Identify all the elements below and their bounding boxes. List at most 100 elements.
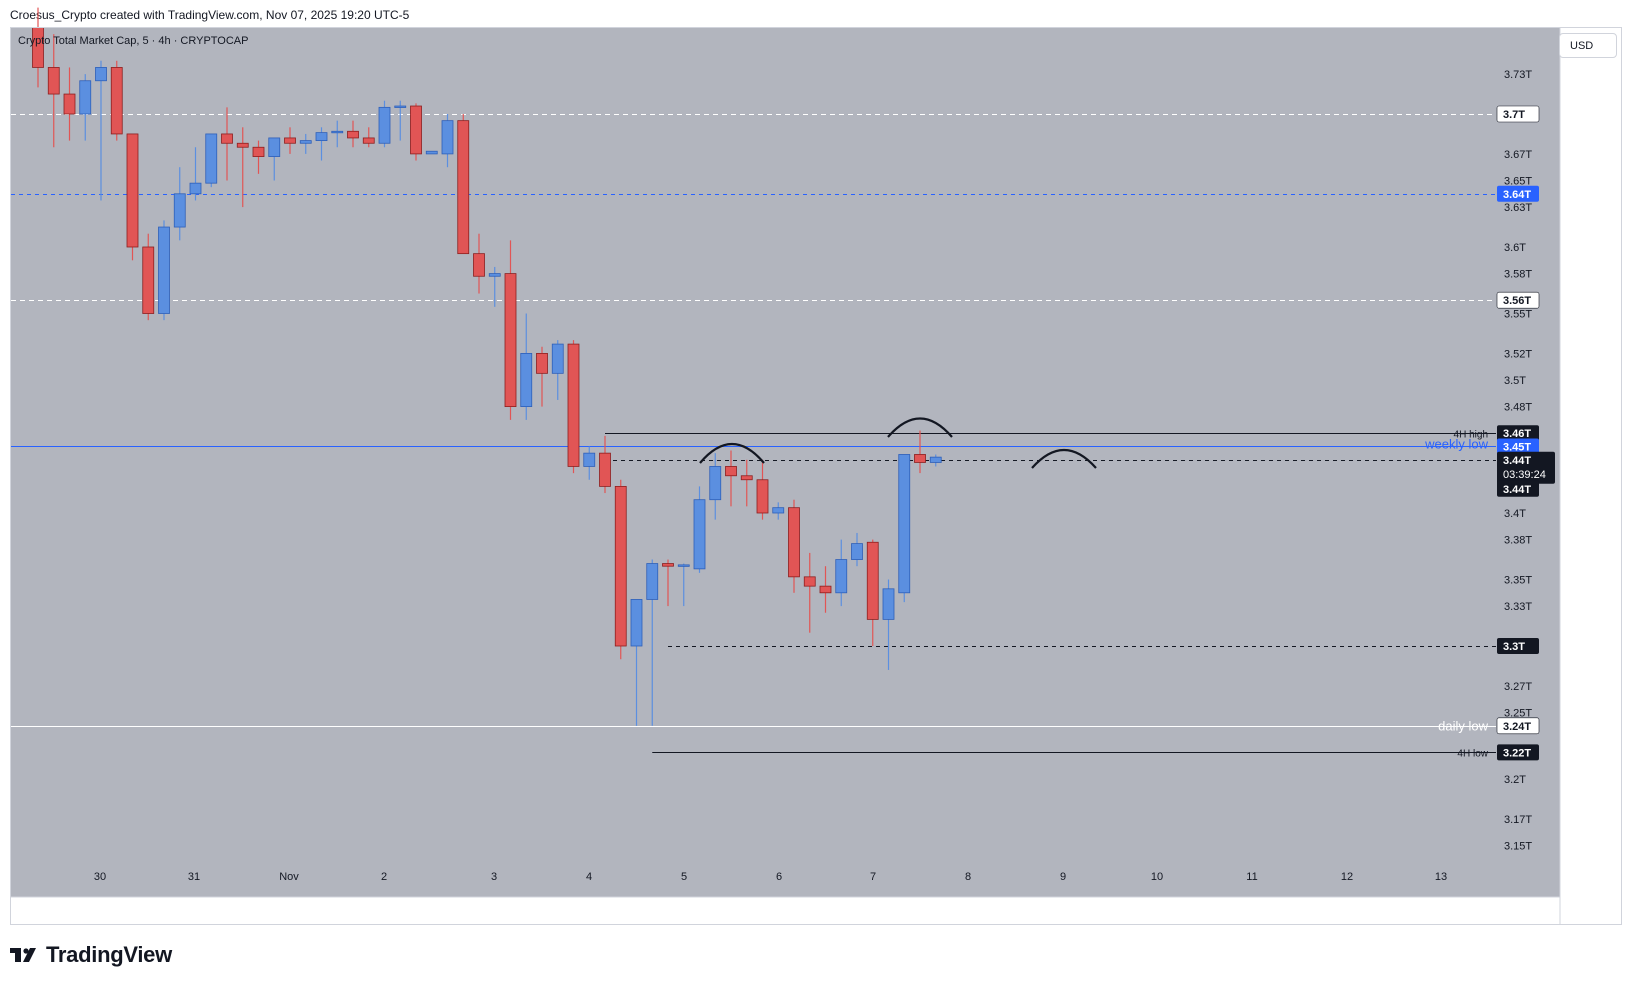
candle-up (331, 130, 344, 134)
candle-down (252, 146, 265, 157)
candle-down (236, 142, 249, 148)
candle-up (693, 499, 706, 570)
candle-down (110, 67, 123, 135)
price-badge (1497, 292, 1539, 309)
price-badge (1497, 717, 1539, 734)
candle-up (772, 507, 785, 514)
level-note: 4H high (1454, 430, 1488, 441)
candle-down (142, 246, 155, 314)
candle-down (819, 585, 832, 594)
price-tick-label: 3.33T (1504, 601, 1532, 613)
price-tick-label: 3.15T (1504, 841, 1532, 853)
time-tick-label: 11 (1246, 871, 1257, 883)
candle-up (95, 67, 107, 82)
price-axis-background (1560, 28, 1622, 925)
candle-up (898, 454, 911, 594)
price-badge-outline (1496, 105, 1540, 123)
price-tick-label: 3.48T (1504, 402, 1532, 414)
candle-up (268, 137, 281, 157)
price-badge-text: 3.56T (1503, 295, 1531, 307)
price-badge (1497, 638, 1539, 654)
candle-down (599, 452, 611, 487)
price-tick-label: 3.63T (1504, 202, 1532, 214)
time-axis-ticks: 30 31 Nov 2 3 4 5 6 7 8 9 10 11 12 13 (94, 871, 1447, 883)
arc-annotation (699, 442, 765, 464)
candle-up (646, 563, 659, 600)
candle-down (473, 253, 485, 277)
candle-up (441, 120, 454, 155)
price-badge (1497, 744, 1539, 761)
price-tick-label: 3.38T (1504, 535, 1532, 547)
price-badge-text: 3.24T (1503, 721, 1531, 733)
price-tick-label: 3.52T (1504, 348, 1532, 360)
candle-up (173, 193, 186, 228)
price-badge (1497, 185, 1539, 202)
time-axis-background (11, 897, 1560, 925)
tradingview-wordmark: TradingView (46, 942, 172, 967)
time-tick-label: 10 (1151, 871, 1163, 883)
attribution-text: Croesus_Crypto created with TradingView.… (10, 8, 410, 22)
price-badge-text: 3.45T (1503, 442, 1531, 454)
candle-up (630, 599, 643, 647)
time-tick-label: 4 (586, 871, 592, 883)
time-tick-label: 3 (491, 871, 497, 883)
time-tick-label: 7 (870, 871, 876, 883)
price-tick-label: 3.65T (1504, 176, 1532, 188)
candle-down (362, 137, 375, 144)
candle-up (835, 559, 848, 594)
time-tick-label: 2 (381, 871, 387, 883)
price-tick-label: 3.4T (1504, 508, 1526, 520)
level-note: weekly low (1424, 437, 1488, 452)
candle-down (457, 120, 470, 255)
tradingview-logo[interactable]: TradingView (10, 942, 172, 968)
candle-up (315, 132, 328, 141)
candle-up (189, 182, 202, 195)
candle-down (740, 475, 753, 481)
candle-down (347, 130, 359, 139)
candle-up (425, 150, 438, 155)
candle-down (662, 563, 674, 567)
price-tick-label: 3.67T (1504, 149, 1532, 161)
candle-down (756, 479, 769, 514)
price-tick-label: 3.35T (1504, 575, 1532, 587)
time-tick-label: 13 (1435, 871, 1447, 883)
arc-annotation (887, 417, 953, 438)
price-badge-text: 3.64T (1503, 189, 1531, 201)
tradingview-logo-icon (10, 948, 36, 962)
candle-up (583, 452, 596, 467)
candle-up (520, 352, 533, 407)
candle-down (788, 507, 800, 578)
price-badge-outline (1496, 291, 1540, 309)
candle-up (394, 105, 407, 108)
chart-header: Croesus_Crypto created with TradingView.… (0, 0, 1627, 28)
time-tick-label: 12 (1341, 871, 1353, 883)
price-badge-text: 3.46T (1503, 428, 1531, 440)
second-price-badge (1497, 480, 1539, 497)
arc-annotation (1031, 448, 1097, 469)
candle-up (79, 80, 92, 115)
candle-up (158, 226, 170, 314)
price-badge-outline (1496, 717, 1540, 735)
price-tick-label: 3.58T (1504, 269, 1532, 281)
level-note: 4H low (1457, 749, 1488, 760)
candle-up (378, 106, 391, 144)
candle-down (410, 105, 422, 155)
candle-down (614, 485, 627, 647)
time-tick-label: 30 (94, 871, 106, 883)
chart-frame (10, 27, 1622, 925)
currency-button[interactable]: USD (1559, 33, 1617, 58)
annotations (699, 417, 1097, 469)
candle-down (504, 273, 517, 408)
candle-up (929, 456, 942, 463)
candles (32, 7, 942, 726)
candle-down (914, 454, 926, 463)
price-badge-text: 3.22T (1503, 747, 1531, 759)
symbol-title[interactable]: Crypto Total Market Cap, 5 · 4h · CRYPTO… (18, 35, 249, 47)
candle-down (866, 541, 879, 620)
candle-down (536, 352, 548, 374)
price-badges: 3.7T 3.64T 3.56T 3.46T 3.45T 3.3T 3.24T 3.22T 3.… (1496, 105, 1555, 761)
candle-up (488, 273, 501, 277)
candle-down (221, 133, 233, 144)
